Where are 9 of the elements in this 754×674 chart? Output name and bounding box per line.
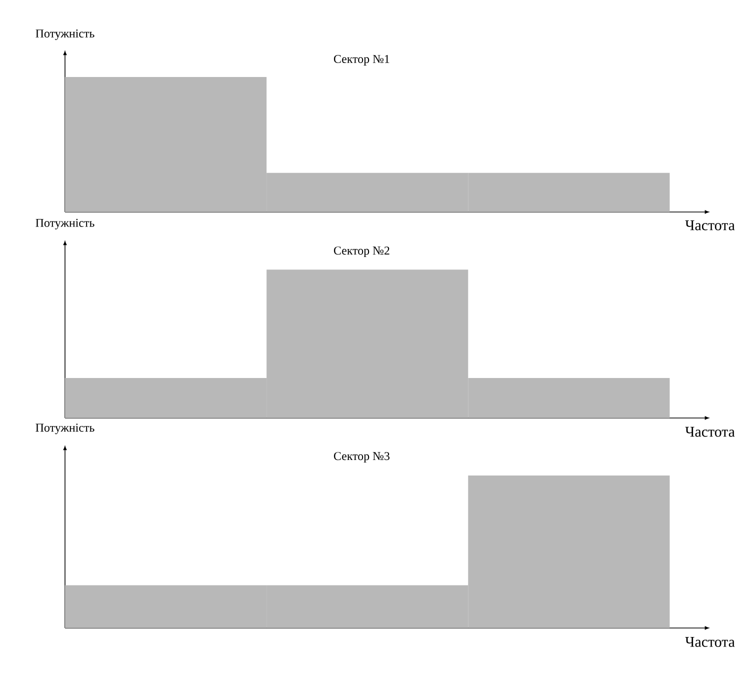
x-axis-title: Частота bbox=[685, 426, 735, 437]
y-axis-title: Потужність bbox=[36, 424, 94, 434]
x-axis-title: Частота bbox=[685, 637, 735, 647]
y-axis-title: Потужність bbox=[36, 218, 94, 230]
y-axis-title: Потужність bbox=[36, 29, 94, 40]
chart-title: Сектор №1 bbox=[334, 54, 390, 66]
chart-title: Сектор №3 bbox=[334, 452, 390, 463]
x-axis-title: Частота bbox=[685, 220, 735, 230]
chart-title: Сектор №2 bbox=[334, 246, 390, 258]
